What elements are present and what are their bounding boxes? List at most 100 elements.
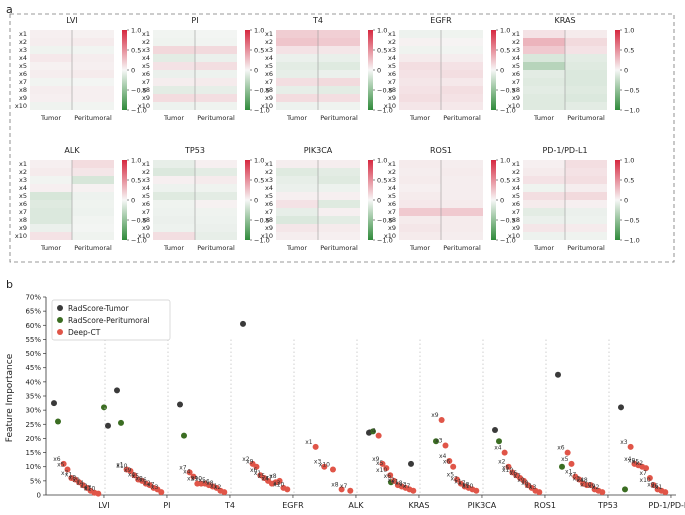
deep-ct-point	[520, 477, 527, 484]
row-label: x8	[142, 216, 150, 224]
row-label: x3	[265, 46, 273, 54]
colorbar-tick-label: −1.0	[500, 107, 516, 115]
row-label: x1	[388, 160, 396, 168]
heatmap-cell	[30, 70, 72, 78]
colorbar-tick-label: −0.5	[624, 87, 640, 95]
legend-label: RadScore-Tumor	[68, 304, 130, 313]
colorbar-tick-label: −1.0	[131, 107, 147, 115]
heatmap-cell	[276, 38, 318, 46]
row-label: x7	[142, 208, 150, 216]
point-label: x7	[61, 470, 69, 477]
heatmap-cell	[318, 208, 360, 216]
row-label: x5	[512, 192, 520, 200]
column-label: Tumor	[163, 244, 184, 252]
heatmap-cell	[399, 30, 441, 38]
colorbar-tick-label: −1.0	[254, 107, 270, 115]
heatmap-cell	[276, 54, 318, 62]
panel-a-label: a	[6, 3, 13, 16]
deep-ct-point	[190, 473, 197, 480]
row-label: x1	[388, 30, 396, 38]
deep-ct-point	[576, 476, 583, 483]
heatmap-cell	[153, 184, 195, 192]
heatmap-cell	[523, 62, 565, 70]
heatmap-cell	[523, 192, 565, 200]
colorbar-tick-label: 0	[624, 197, 628, 205]
heatmap-cell	[276, 86, 318, 94]
heatmap-cell	[399, 102, 441, 110]
point-label: x3	[435, 438, 443, 445]
heatmap-cell	[565, 94, 607, 102]
deep-ct-point	[379, 460, 386, 467]
colorbar-tick-label: 1.0	[624, 27, 634, 35]
point-label: x2	[80, 483, 88, 490]
heatmap-cell	[276, 46, 318, 54]
heatmap-cell	[72, 176, 114, 184]
heatmap-cell	[153, 94, 195, 102]
row-label: x8	[512, 86, 520, 94]
colorbar-tick-label: 1.0	[377, 157, 387, 165]
deep-ct-point	[383, 465, 390, 472]
column-label: Peritumoral	[567, 114, 605, 122]
row-label: x2	[388, 168, 396, 176]
heatmap-cell	[565, 54, 607, 62]
point-label: x8	[331, 481, 339, 488]
point-label: x2	[592, 484, 600, 491]
colorbar-tick-label: 0.5	[131, 47, 141, 55]
row-label: x6	[512, 200, 520, 208]
point-label: x5	[57, 462, 65, 469]
row-label: x2	[265, 168, 273, 176]
radscore-tumor-point	[555, 371, 561, 378]
deep-ct-point	[95, 490, 102, 497]
row-label: x5	[265, 192, 273, 200]
row-label: x8	[388, 216, 396, 224]
point-label: x5	[132, 473, 140, 480]
row-label: x10	[508, 102, 520, 110]
heatmap-cell	[153, 232, 195, 240]
row-label: x9	[388, 224, 396, 232]
heatmap-title: LVI	[66, 16, 77, 25]
point-label: x7	[179, 464, 187, 471]
heatmap-cell	[30, 46, 72, 54]
point-label: x8	[136, 476, 144, 483]
heatmap-cell	[195, 184, 237, 192]
heatmap-cell	[153, 224, 195, 232]
heatmap-cell	[399, 38, 441, 46]
heatmap-cell	[441, 160, 483, 168]
deep-ct-point	[446, 458, 453, 465]
heatmap-cell	[441, 86, 483, 94]
heatmap-cell	[399, 94, 441, 102]
colorbar-tick-label: −1.0	[624, 237, 640, 245]
heatmap-cell	[565, 30, 607, 38]
heatmap-cell	[318, 168, 360, 176]
colorbar	[491, 160, 496, 240]
y-tick-label: 65%	[25, 308, 41, 316]
point-label: x1	[254, 470, 262, 477]
row-label: x4	[19, 184, 27, 192]
column-label: Peritumoral	[74, 114, 112, 122]
heatmap-cell	[441, 54, 483, 62]
row-label: x7	[19, 78, 27, 86]
heatmap-cell	[565, 38, 607, 46]
row-label: x3	[19, 46, 27, 54]
colorbar-tick-label: 0	[377, 197, 381, 205]
heatmap-cell	[523, 208, 565, 216]
column-label: Peritumoral	[320, 114, 358, 122]
radscore-peritumoral-point	[496, 438, 502, 445]
deep-ct-point	[438, 417, 445, 424]
column-label: Tumor	[286, 244, 307, 252]
heatmap-cell	[30, 30, 72, 38]
point-label: x1	[565, 469, 573, 476]
heatmap-cell	[399, 46, 441, 54]
heatmap-cell	[276, 200, 318, 208]
heatmap-cell	[195, 200, 237, 208]
row-label: x10	[261, 102, 273, 110]
deep-ct-point	[643, 465, 650, 472]
colorbar-tick-label: −0.5	[377, 87, 393, 95]
heatmap-cell	[153, 70, 195, 78]
row-label: x4	[265, 184, 273, 192]
heatmap-cell	[30, 38, 72, 46]
deep-ct-point	[410, 487, 417, 494]
